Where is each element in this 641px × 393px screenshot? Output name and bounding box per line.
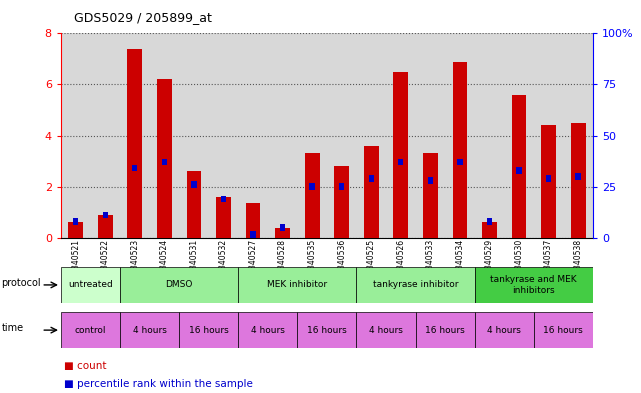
Bar (356, 312, 415, 348)
Bar (61, 312, 120, 348)
Bar (221, 196, 226, 202)
Bar (356, 267, 475, 303)
Bar (423, 153, 438, 238)
Bar (517, 167, 522, 174)
Text: 4 hours: 4 hours (487, 326, 521, 334)
Bar (428, 177, 433, 184)
Bar (103, 212, 108, 219)
Text: untreated: untreated (68, 281, 113, 289)
Bar (570, 123, 585, 238)
Text: 16 hours: 16 hours (425, 326, 465, 334)
Bar (187, 171, 201, 238)
Bar (179, 312, 238, 348)
Text: control: control (75, 326, 106, 334)
Bar (541, 125, 556, 238)
Text: tankyrase inhibitor: tankyrase inhibitor (373, 281, 458, 289)
Text: time: time (1, 323, 24, 333)
Bar (280, 224, 285, 231)
Bar (162, 159, 167, 165)
Text: ■ percentile rank within the sample: ■ percentile rank within the sample (64, 379, 253, 389)
Bar (304, 153, 319, 238)
Text: 4 hours: 4 hours (369, 326, 403, 334)
Bar (216, 197, 231, 238)
Bar (120, 267, 238, 303)
Text: tankyrase and MEK
inhibitors: tankyrase and MEK inhibitors (490, 275, 577, 295)
Bar (415, 312, 475, 348)
Bar (369, 175, 374, 182)
Bar (310, 184, 315, 190)
Bar (487, 218, 492, 225)
Text: 4 hours: 4 hours (251, 326, 285, 334)
Bar (457, 159, 463, 165)
Bar (238, 267, 356, 303)
Text: protocol: protocol (1, 278, 41, 288)
Bar (475, 312, 534, 348)
Bar (191, 182, 197, 188)
Bar (69, 222, 83, 238)
Text: 16 hours: 16 hours (307, 326, 347, 334)
Text: GDS5029 / 205899_at: GDS5029 / 205899_at (74, 11, 212, 24)
Bar (335, 166, 349, 238)
Bar (132, 165, 137, 171)
Bar (364, 146, 379, 238)
Text: DMSO: DMSO (165, 281, 193, 289)
Bar (61, 267, 120, 303)
Bar (157, 79, 172, 238)
Bar (576, 173, 581, 180)
Text: ■ count: ■ count (64, 362, 106, 371)
Text: MEK inhibitor: MEK inhibitor (267, 281, 328, 289)
Bar (546, 175, 551, 182)
Text: 16 hours: 16 hours (544, 326, 583, 334)
Bar (238, 312, 297, 348)
Bar (297, 312, 356, 348)
Text: 4 hours: 4 hours (133, 326, 167, 334)
Bar (475, 267, 593, 303)
Bar (398, 159, 403, 165)
Bar (246, 203, 260, 238)
Bar (339, 184, 344, 190)
Bar (73, 218, 78, 225)
Bar (453, 61, 467, 238)
Bar (120, 312, 179, 348)
Bar (512, 95, 526, 238)
Bar (482, 222, 497, 238)
Text: 16 hours: 16 hours (189, 326, 229, 334)
Bar (534, 312, 593, 348)
Bar (251, 231, 256, 238)
Bar (128, 49, 142, 238)
Bar (275, 228, 290, 238)
Bar (394, 72, 408, 238)
Bar (98, 215, 113, 238)
